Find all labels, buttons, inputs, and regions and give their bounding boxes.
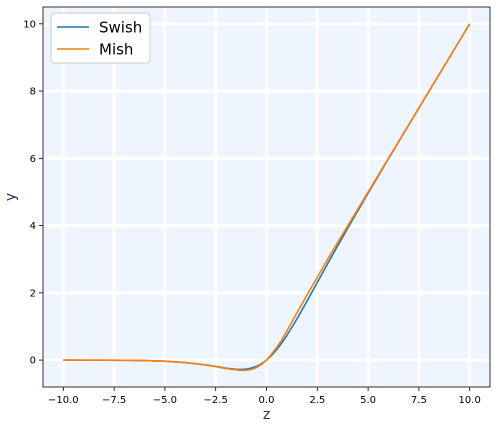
legend-entry-swish: Swish xyxy=(99,19,142,37)
x-tick-label: 10.0 xyxy=(459,395,481,406)
x-tick-label: −5.0 xyxy=(153,395,177,406)
x-tick-label: 5.0 xyxy=(360,395,376,406)
x-tick-label: −7.5 xyxy=(102,395,126,406)
legend-box xyxy=(50,12,151,64)
y-tick-label: 6 xyxy=(30,154,36,165)
legend: Swish Mish xyxy=(50,12,151,64)
x-axis-label: z xyxy=(263,407,270,423)
series-line-mish xyxy=(63,23,471,372)
y-tick-label: 8 xyxy=(30,87,36,98)
series-lines xyxy=(63,23,471,372)
legend-entry-mish: Mish xyxy=(99,41,133,59)
x-tick-label: 7.5 xyxy=(411,395,427,406)
x-tick-label: −10.0 xyxy=(48,395,79,406)
x-tick-label: 2.5 xyxy=(309,395,325,406)
y-tick-label: 10 xyxy=(23,19,36,30)
x-tick-label: 0.0 xyxy=(259,395,275,406)
axis-ticks: −10.0 −7.5 −5.0 −2.5 0.0 2.5 5.0 7.5 10.0 0 2 4 6 8 10 xyxy=(23,19,481,406)
y-axis-label: y xyxy=(3,193,19,201)
y-tick-label: 2 xyxy=(30,288,36,299)
x-tick-label: −2.5 xyxy=(204,395,228,406)
y-tick-label: 4 xyxy=(30,221,36,232)
y-tick-label: 0 xyxy=(30,356,36,367)
